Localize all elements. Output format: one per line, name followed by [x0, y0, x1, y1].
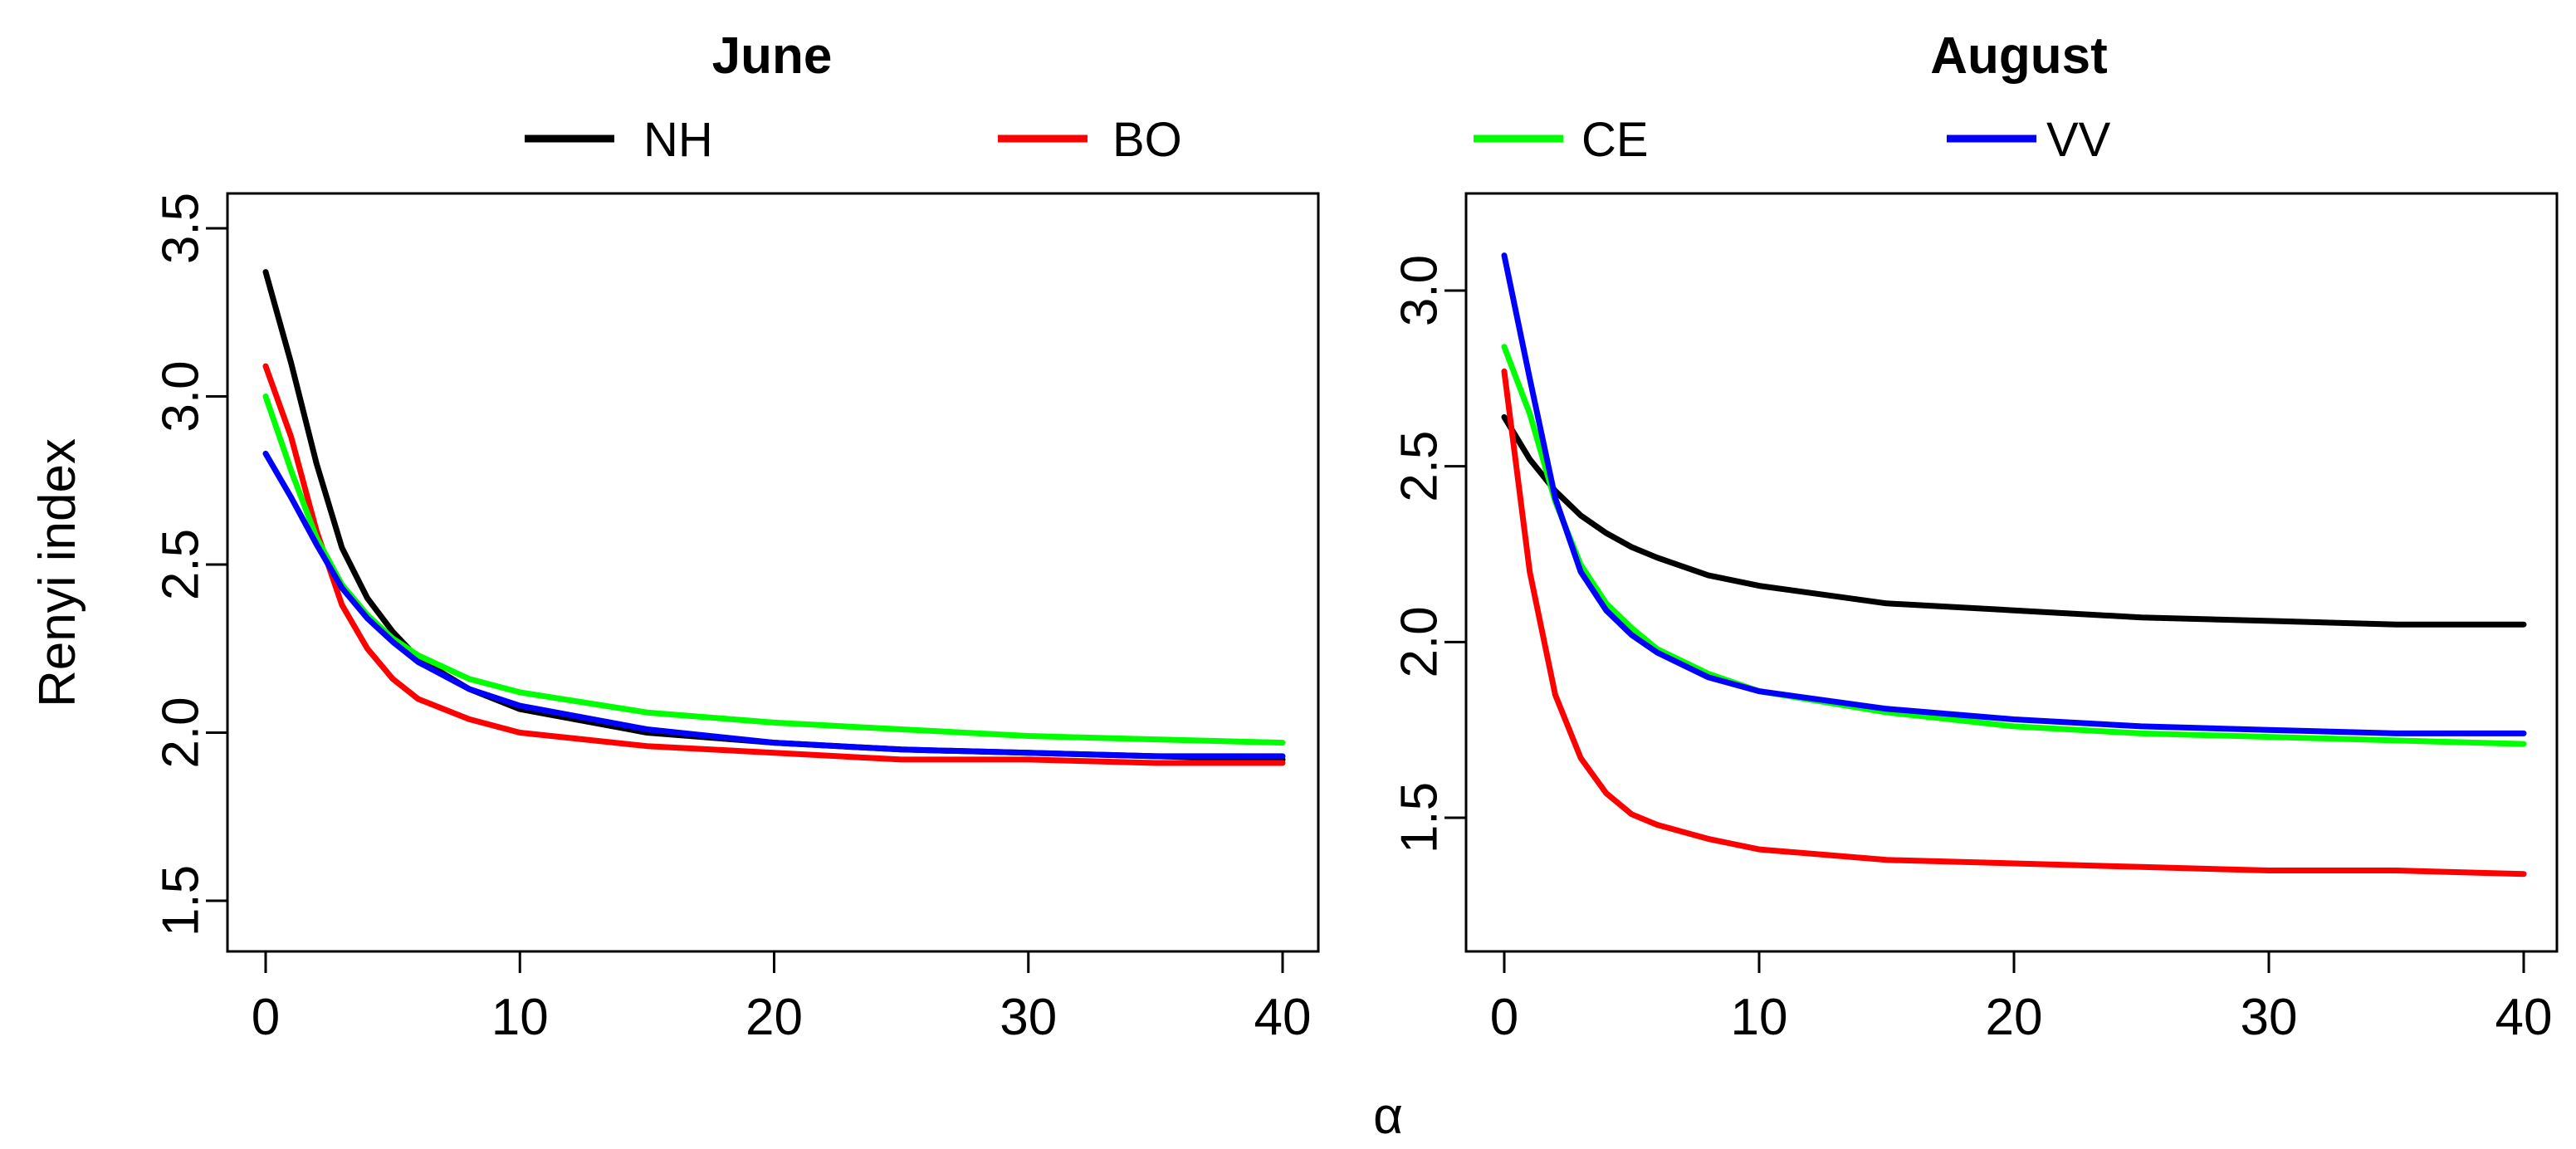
series-line-vv — [262, 450, 1286, 760]
y-tick-label: 3.0 — [152, 360, 209, 432]
august-title: August — [1930, 27, 2108, 85]
y-tick-label: 2.0 — [152, 697, 209, 768]
x-tick-label: 10 — [491, 989, 549, 1046]
legend-label-vv: VV — [2046, 113, 2111, 167]
x-tick-label: 40 — [2495, 989, 2553, 1046]
series-line-nh — [1501, 413, 2527, 628]
august-panel: 0 10 20 30 40 1.5 2.0 2.5 3.0 — [1391, 192, 2559, 1046]
plot-frame — [226, 192, 1320, 953]
plot-frame — [1464, 192, 2559, 953]
june-panel: 0 10 20 30 40 1.5 2.0 2.5 3.0 3.5 — [152, 192, 1320, 1046]
y-tick-label: 3.5 — [152, 193, 209, 264]
legend-label-ce: CE — [1581, 113, 1649, 167]
series-line-bo — [1501, 368, 2527, 878]
y-tick-label: 2.5 — [1391, 431, 1448, 502]
series-line-ce — [262, 394, 1286, 746]
legend-label-nh: NH — [643, 113, 713, 167]
x-tick-label: 0 — [252, 989, 280, 1046]
series-line-vv — [1501, 252, 2527, 736]
legend-label-bo: BO — [1112, 113, 1182, 167]
x-tick-label: 0 — [1490, 989, 1518, 1046]
june-title: June — [712, 27, 833, 85]
x-axis-label: α — [1373, 1088, 1403, 1145]
series-line-nh — [262, 269, 1286, 763]
x-tick-label: 30 — [2241, 989, 2298, 1046]
x-tick-label: 40 — [1254, 989, 1312, 1046]
series-line-ce — [1501, 344, 2527, 747]
x-tick-label: 20 — [745, 989, 803, 1046]
x-tick-label: 10 — [1731, 989, 1788, 1046]
y-axis-label: Renyi index — [29, 438, 86, 707]
y-tick-label: 1.5 — [1391, 782, 1448, 853]
y-tick-label: 2.5 — [152, 529, 209, 600]
y-tick-label: 1.5 — [152, 865, 209, 936]
legend: NH BO CE VV — [525, 113, 2111, 167]
y-tick-label: 2.0 — [1391, 606, 1448, 677]
series-line-bo — [262, 363, 1286, 766]
y-tick-label: 3.0 — [1391, 255, 1448, 326]
x-tick-label: 30 — [1000, 989, 1057, 1046]
x-tick-label: 20 — [1986, 989, 2043, 1046]
